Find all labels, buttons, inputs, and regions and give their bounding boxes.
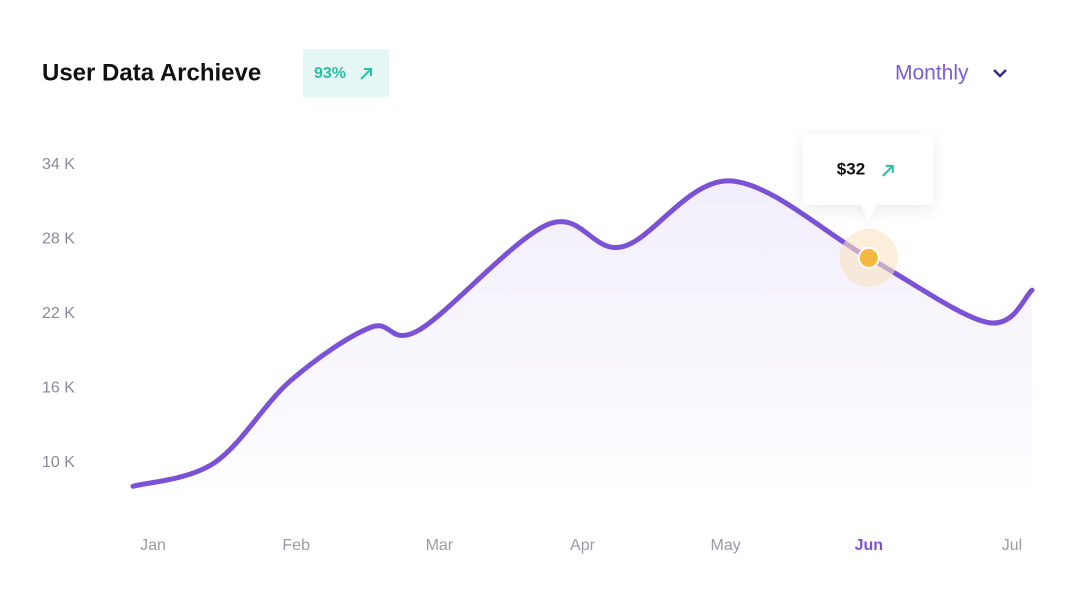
x-tick-label: Jan — [140, 537, 166, 554]
period-dropdown[interactable]: Monthly — [895, 62, 1007, 85]
tooltip-arrow — [882, 164, 894, 177]
x-tick-label: Mar — [426, 537, 454, 554]
badge-arrow — [360, 68, 372, 80]
point — [857, 246, 880, 269]
x-tick-label: Jun — [855, 537, 883, 554]
period[interactable]: Monthly — [895, 62, 969, 85]
y-tick-label: 34 K — [42, 156, 75, 173]
y-tick-label: 10 K — [42, 454, 75, 471]
badge-bg — [303, 49, 389, 97]
chevron[interactable] — [993, 69, 1007, 78]
title: User Data Archieve — [42, 59, 261, 86]
plot: 10 K 16 K 22 K 28 K 34 K Jan Feb Mar Apr May Jun Ju… — [42, 134, 1035, 554]
tooltip — [802, 134, 933, 221]
x-tick-label: May — [711, 537, 741, 554]
x-tick-label: Apr — [570, 537, 596, 554]
y-tick-label: 16 K — [42, 379, 75, 396]
badge: 93% — [314, 65, 346, 82]
y-tick-label: 28 K — [42, 230, 75, 247]
y-tick-label: 22 K — [42, 305, 75, 322]
x-tick-label: Feb — [282, 537, 310, 554]
x-tick-label: Jul — [1002, 537, 1022, 554]
area — [133, 180, 1032, 490]
tooltip-label: $32 — [837, 159, 865, 178]
